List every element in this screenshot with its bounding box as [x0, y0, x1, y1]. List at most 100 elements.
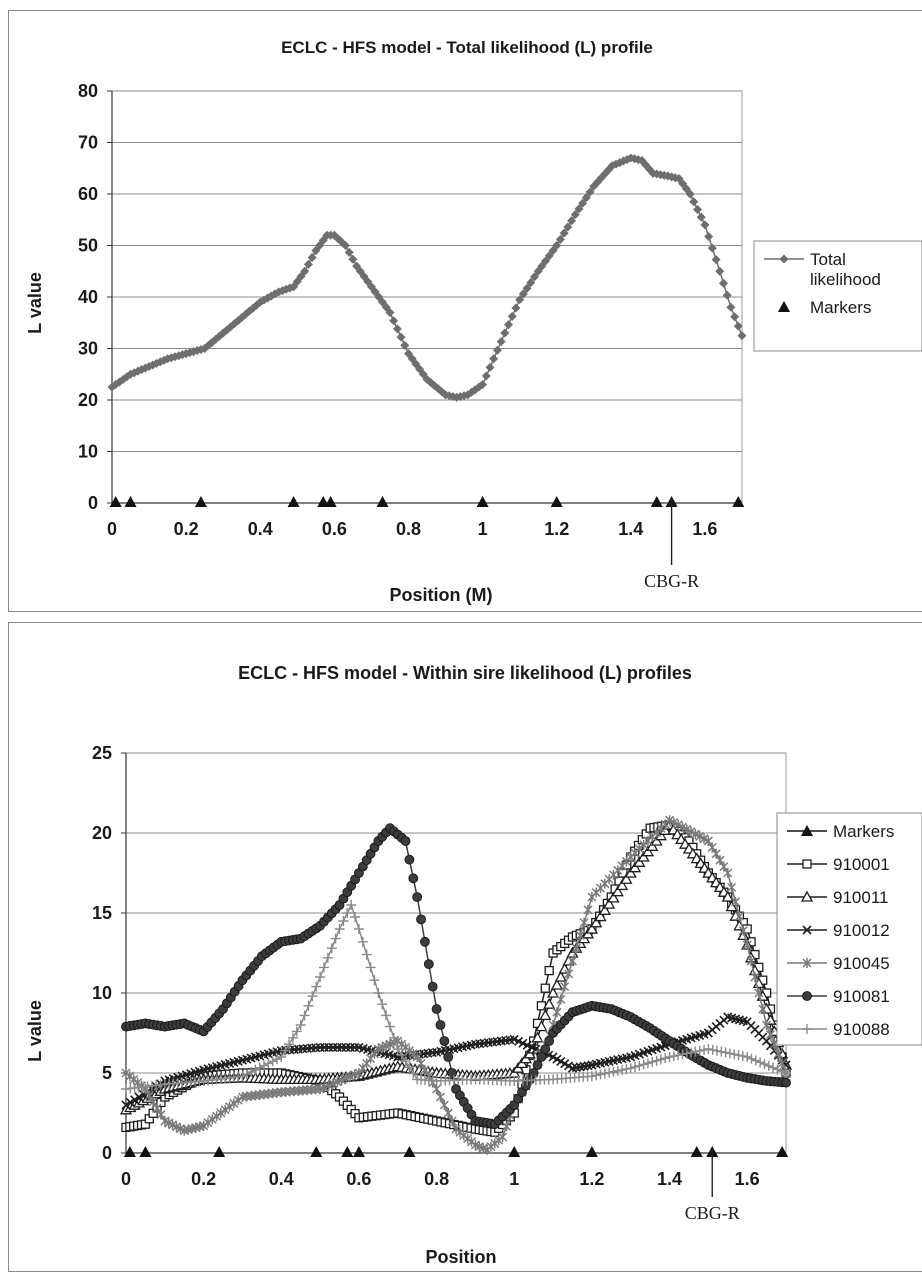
data-point	[550, 978, 564, 990]
data-point	[781, 1068, 791, 1078]
data-point	[669, 817, 679, 828]
data-point	[439, 1100, 449, 1110]
series-910081	[121, 823, 791, 1130]
x-tick-label: 1	[478, 519, 488, 539]
data-point	[625, 1063, 636, 1074]
data-point	[528, 1068, 539, 1078]
data-point	[560, 981, 570, 992]
data-point	[567, 216, 577, 226]
data-point	[650, 834, 663, 846]
data-point	[500, 328, 510, 338]
marker-point	[287, 496, 300, 507]
y-tick-label: 10	[78, 442, 98, 462]
x-tick-label: 0.2	[191, 1169, 216, 1189]
data-point	[730, 312, 740, 322]
data-point	[315, 972, 326, 982]
y-tick-label: 0	[102, 1143, 112, 1163]
data-point	[729, 1049, 740, 1060]
data-point	[638, 1059, 649, 1070]
data-point	[348, 254, 358, 264]
data-point	[400, 836, 411, 846]
data-point	[585, 187, 595, 197]
x-tick-label: 1.6	[692, 519, 717, 539]
data-point	[385, 307, 395, 317]
x-tick-label: 0.8	[424, 1169, 449, 1189]
data-point	[392, 324, 402, 334]
data-point	[718, 278, 728, 288]
data-point	[435, 1020, 446, 1030]
within-sire-likelihood-chart-panel: ECLC - HFS model - Within sire likelihoo…	[8, 622, 922, 1272]
data-point	[532, 1060, 543, 1070]
data-point	[725, 900, 738, 912]
legend-item: Markers	[778, 298, 871, 317]
data-point	[408, 1068, 419, 1079]
x-tick-label: 1.2	[544, 519, 569, 539]
data-point	[416, 914, 426, 925]
data-point	[686, 826, 696, 837]
y-tick-label: 70	[78, 133, 98, 153]
data-point	[707, 1044, 718, 1055]
data-point	[389, 316, 399, 326]
data-point	[357, 936, 368, 947]
series-910088-line	[125, 903, 787, 1090]
data-point	[737, 331, 747, 341]
series-910045	[121, 815, 791, 1155]
data-point	[518, 289, 528, 299]
marker-point	[194, 496, 207, 507]
data-point	[762, 1020, 772, 1030]
data-point	[224, 1101, 235, 1112]
data-point	[624, 866, 637, 878]
data-point	[250, 1064, 261, 1075]
data-point	[287, 1032, 298, 1043]
data-point	[682, 824, 692, 835]
data-point	[634, 1060, 645, 1071]
data-point	[531, 1031, 544, 1043]
data-point	[544, 965, 554, 976]
data-point	[655, 1054, 666, 1065]
data-point	[764, 1013, 777, 1025]
y-axis-label: L value	[25, 272, 45, 334]
legend-label: 910045	[833, 954, 890, 973]
x-tick-label: 1	[509, 1169, 519, 1189]
data-point	[400, 1056, 411, 1067]
data-point	[651, 1055, 662, 1066]
data-point	[586, 1071, 597, 1082]
data-point	[263, 1058, 274, 1069]
data-point	[750, 1055, 761, 1066]
data-point	[501, 1121, 512, 1132]
data-point	[715, 266, 725, 276]
marker-point	[341, 1146, 354, 1157]
data-point	[690, 829, 700, 840]
data-point	[695, 831, 705, 842]
data-point	[567, 956, 578, 966]
data-point	[334, 924, 345, 934]
data-point	[546, 986, 560, 998]
legend-marker	[802, 925, 812, 935]
data-point	[594, 910, 607, 922]
annotation-label: CBG-R	[685, 1203, 740, 1223]
data-point	[392, 1044, 403, 1054]
data-point	[677, 1049, 688, 1060]
x-tick-label: 0.4	[269, 1169, 294, 1189]
data-point	[664, 815, 675, 826]
data-point	[319, 962, 329, 973]
data-point	[443, 1108, 453, 1118]
data-point	[590, 916, 603, 928]
data-point	[311, 981, 322, 992]
data-point	[511, 303, 521, 313]
data-point	[776, 1066, 787, 1077]
data-point	[322, 952, 333, 963]
data-point	[591, 1070, 602, 1081]
data-point	[699, 1044, 710, 1055]
data-point	[439, 1036, 450, 1046]
data-point	[686, 1047, 697, 1058]
series-markers	[123, 1146, 789, 1157]
legend-item: 910081	[787, 987, 890, 1006]
legend-marker	[778, 301, 790, 312]
data-point	[617, 1064, 628, 1075]
x-tick-label: 1.6	[735, 1169, 760, 1189]
x-axis-label: Position (M)	[390, 585, 493, 605]
data-point	[615, 879, 629, 891]
data-point	[564, 968, 574, 979]
